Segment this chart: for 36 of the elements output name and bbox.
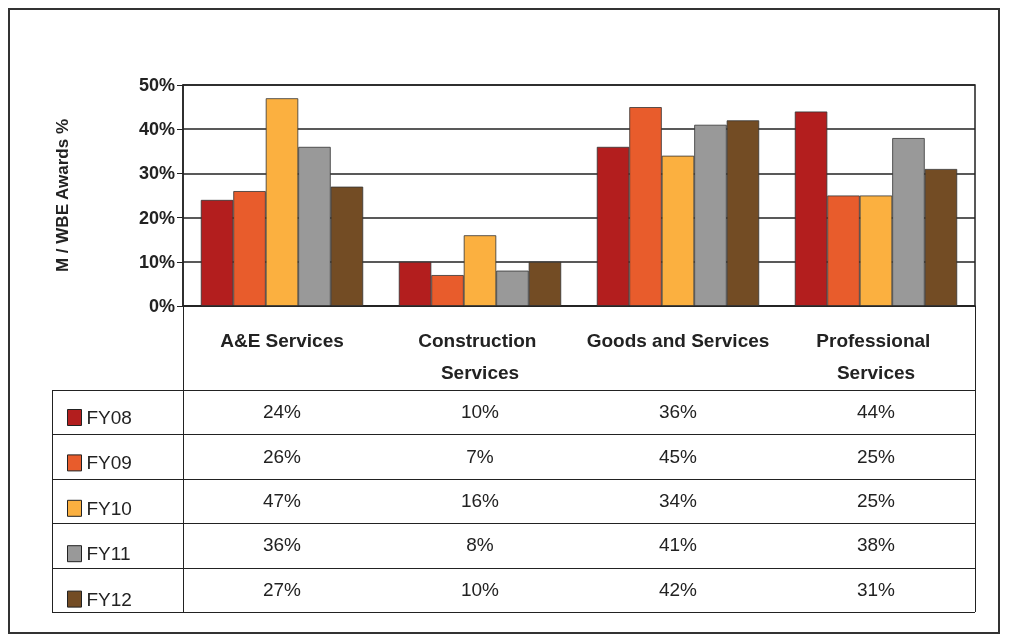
data-label: 45% [658, 444, 698, 469]
data-label: 31% [856, 577, 896, 602]
data-label: 36% [262, 533, 302, 558]
data-label: 27% [262, 577, 302, 602]
data-label: 36% [658, 400, 698, 425]
y-tick-label: 40% [138, 119, 175, 140]
x-tick-label: Goods and Services [586, 329, 770, 351]
data-label: 41% [658, 533, 698, 558]
x-tick-label: A&E Services [220, 329, 344, 351]
y-tick-label: 30% [138, 163, 175, 184]
legend-label: FY10 [86, 497, 132, 519]
data-label: 10% [460, 577, 500, 602]
data-label: 47% [262, 489, 302, 513]
data-label: 24% [262, 400, 302, 425]
data-label: 7% [465, 444, 495, 469]
data-label: 44% [856, 400, 896, 425]
legend-label: FY11 [86, 543, 131, 565]
data-label: 8% [465, 533, 495, 558]
y-tick-label: 10% [138, 251, 175, 272]
x-tick-label: Professional Services [816, 329, 936, 383]
legend-label: FY12 [86, 588, 132, 610]
legend-label: FY08 [86, 407, 132, 428]
y-tick-label: 50% [138, 75, 175, 95]
x-tick-label: Construction Services [418, 329, 542, 383]
y-axis-title: M / WBE Awards % [53, 118, 72, 273]
data-label: 25% [856, 444, 896, 469]
data-label: 42% [658, 577, 698, 602]
data-label: 38% [856, 533, 896, 558]
data-label: 10% [460, 400, 500, 425]
y-tick-label: 20% [138, 207, 175, 228]
y-tick-label: 0% [148, 296, 175, 316]
data-label: 34% [658, 489, 698, 513]
data-label: 16% [460, 489, 500, 513]
legend-label: FY09 [86, 452, 132, 474]
data-label: 26% [262, 444, 302, 469]
data-label: 25% [856, 489, 896, 513]
